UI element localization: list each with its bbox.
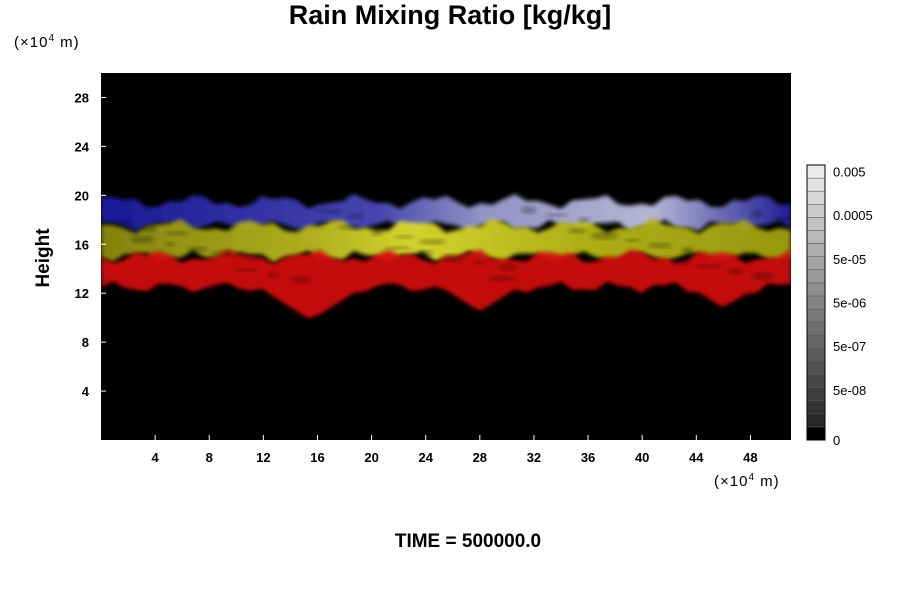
colorbar-label: 5e-06	[833, 296, 866, 311]
texture-streak	[244, 256, 261, 261]
band-yellow	[101, 218, 791, 263]
y-tick-label: 28	[75, 90, 89, 105]
colorbar-cell	[806, 387, 826, 401]
texture-streak	[544, 212, 569, 217]
texture-streak	[498, 264, 519, 271]
texture-streak	[727, 268, 744, 275]
x-tick-label: 4	[152, 450, 160, 465]
x-tick-label: 32	[527, 450, 541, 465]
texture-streak	[291, 275, 312, 284]
x-tick-label: 44	[689, 450, 704, 465]
time-label: TIME = 500000.0	[394, 531, 542, 552]
texture-streak	[211, 250, 240, 259]
x-tick-label: 40	[635, 450, 649, 465]
band-blue	[101, 193, 791, 233]
colorbar-cell	[806, 217, 826, 231]
y-tick-label: 16	[75, 237, 89, 252]
colorbar-cell	[806, 269, 826, 284]
colorbar-cell	[806, 177, 826, 192]
x-tick-label: 24	[418, 450, 433, 465]
colorbar-cell	[806, 190, 826, 205]
y-axis-unit: (×104 m)	[14, 33, 80, 51]
colorbar-label: 0	[833, 433, 840, 448]
texture-streak	[590, 231, 619, 240]
texture-streak	[418, 238, 447, 245]
texture-streak	[383, 245, 412, 250]
colorbar-label: 5e-05	[833, 252, 866, 267]
colorbar-label: 0.0005	[833, 208, 873, 223]
colorbar-cell	[806, 334, 826, 349]
band-red	[101, 248, 791, 319]
texture-streak	[417, 249, 434, 256]
colorbar-cell	[806, 243, 826, 257]
texture-streak	[624, 238, 641, 243]
x-tick-label: 12	[256, 450, 270, 465]
texture-streak	[670, 257, 691, 266]
texture-streak	[567, 227, 588, 234]
y-tick-label: 4	[82, 384, 90, 399]
y-tick-label: 12	[75, 286, 89, 301]
colorbar-cell	[806, 348, 826, 362]
x-tick-label: 28	[473, 450, 487, 465]
colorbar-cell	[806, 295, 826, 310]
texture-streak	[394, 234, 415, 239]
texture-streak	[774, 216, 791, 221]
colorbar-cell	[806, 413, 826, 428]
texture-streak	[314, 209, 343, 214]
texture-streak	[337, 224, 362, 231]
x-tick-label: 8	[206, 450, 213, 465]
colorbar-cell	[806, 374, 826, 388]
colorbar-cell	[806, 204, 826, 218]
texture-streak	[681, 246, 694, 255]
texture-streak	[520, 206, 537, 215]
texture-streak	[647, 242, 672, 249]
texture-streak	[371, 228, 383, 237]
texture-streak	[233, 267, 258, 272]
x-tick-label: 36	[581, 450, 595, 465]
texture-streak	[107, 220, 136, 227]
chart-title: Rain Mixing Ratio [kg/kg]	[288, 0, 612, 30]
x-tick-label: 16	[310, 450, 324, 465]
texture-streak	[440, 253, 465, 262]
texture-streak	[313, 220, 330, 225]
y-tick-label: 24	[75, 139, 90, 154]
texture-streak	[578, 216, 590, 223]
colorbar-cell	[806, 361, 826, 375]
texture-streak	[474, 260, 487, 265]
colorbar-cell	[806, 256, 826, 271]
texture-streak	[101, 278, 107, 283]
texture-streak	[348, 213, 365, 220]
texture-streak	[187, 246, 208, 253]
texture-streak	[750, 209, 763, 218]
texture-streak	[164, 231, 189, 236]
texture-streak	[487, 275, 516, 282]
colorbar-frame	[806, 164, 826, 441]
colorbar-cell	[806, 230, 826, 244]
colorbar-label: 5e-07	[833, 339, 866, 354]
texture-streak	[130, 235, 155, 244]
colorbar-cell	[806, 282, 826, 297]
colorbar-cell	[806, 164, 826, 179]
texture-streak	[751, 272, 776, 281]
y-tick-label: 8	[82, 335, 89, 350]
x-tick-label: 48	[743, 450, 757, 465]
colorbar-cell	[806, 308, 826, 323]
texture-streak	[601, 220, 622, 229]
x-tick-label: 20	[364, 450, 378, 465]
texture-streak	[164, 242, 176, 247]
texture-streak	[694, 264, 723, 269]
x-axis-unit: (×104 m)	[714, 472, 780, 490]
texture-streak	[141, 224, 158, 233]
colorbar-label: 5e-08	[833, 383, 866, 398]
colorbar-cell	[806, 426, 826, 441]
texture-streak	[267, 271, 280, 278]
y-tick-label: 20	[75, 188, 89, 203]
colorbar-cell	[806, 400, 826, 415]
colorbar-cell	[806, 321, 826, 336]
colorbar-label: 0.005	[833, 165, 866, 180]
